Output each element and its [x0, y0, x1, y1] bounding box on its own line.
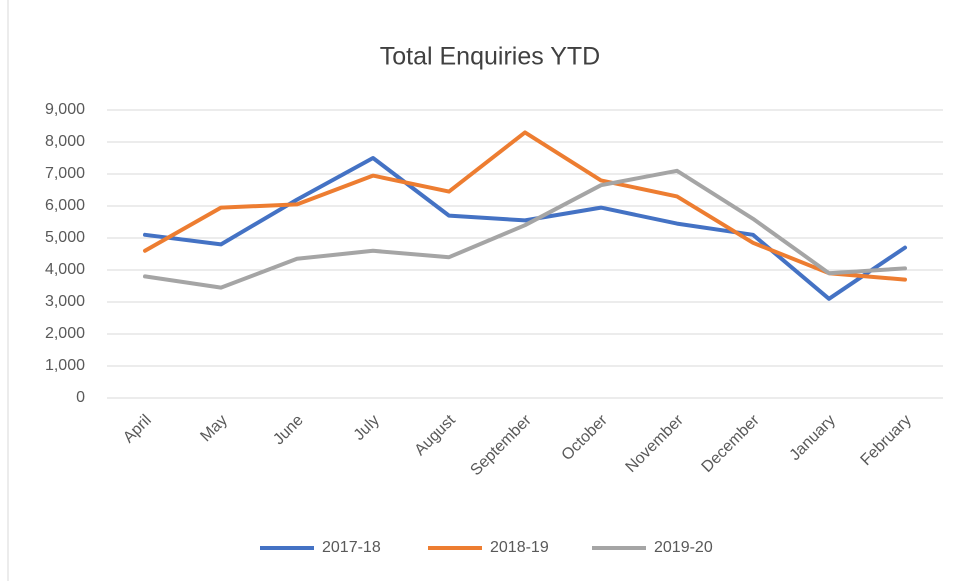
y-tick-label: 4,000: [45, 261, 85, 278]
series-line: [143, 156, 907, 301]
series-line: [143, 130, 907, 282]
y-tick-label: 9,000: [45, 101, 85, 118]
series-line: [143, 168, 907, 290]
y-tick-label: 3,000: [45, 293, 85, 310]
y-tick-label: 6,000: [45, 197, 85, 214]
y-tick-label: 5,000: [45, 229, 85, 246]
chart-title: Total Enquiries YTD: [380, 43, 600, 71]
y-tick-label: 7,000: [45, 165, 85, 182]
legend-label: 2017-18: [322, 539, 381, 556]
y-tick-label: 0: [76, 389, 85, 406]
y-tick-label: 2,000: [45, 325, 85, 342]
legend-label: 2019-20: [654, 539, 713, 556]
legend-label: 2018-19: [490, 539, 549, 556]
y-tick-label: 1,000: [45, 357, 85, 374]
y-tick-label: 8,000: [45, 133, 85, 150]
